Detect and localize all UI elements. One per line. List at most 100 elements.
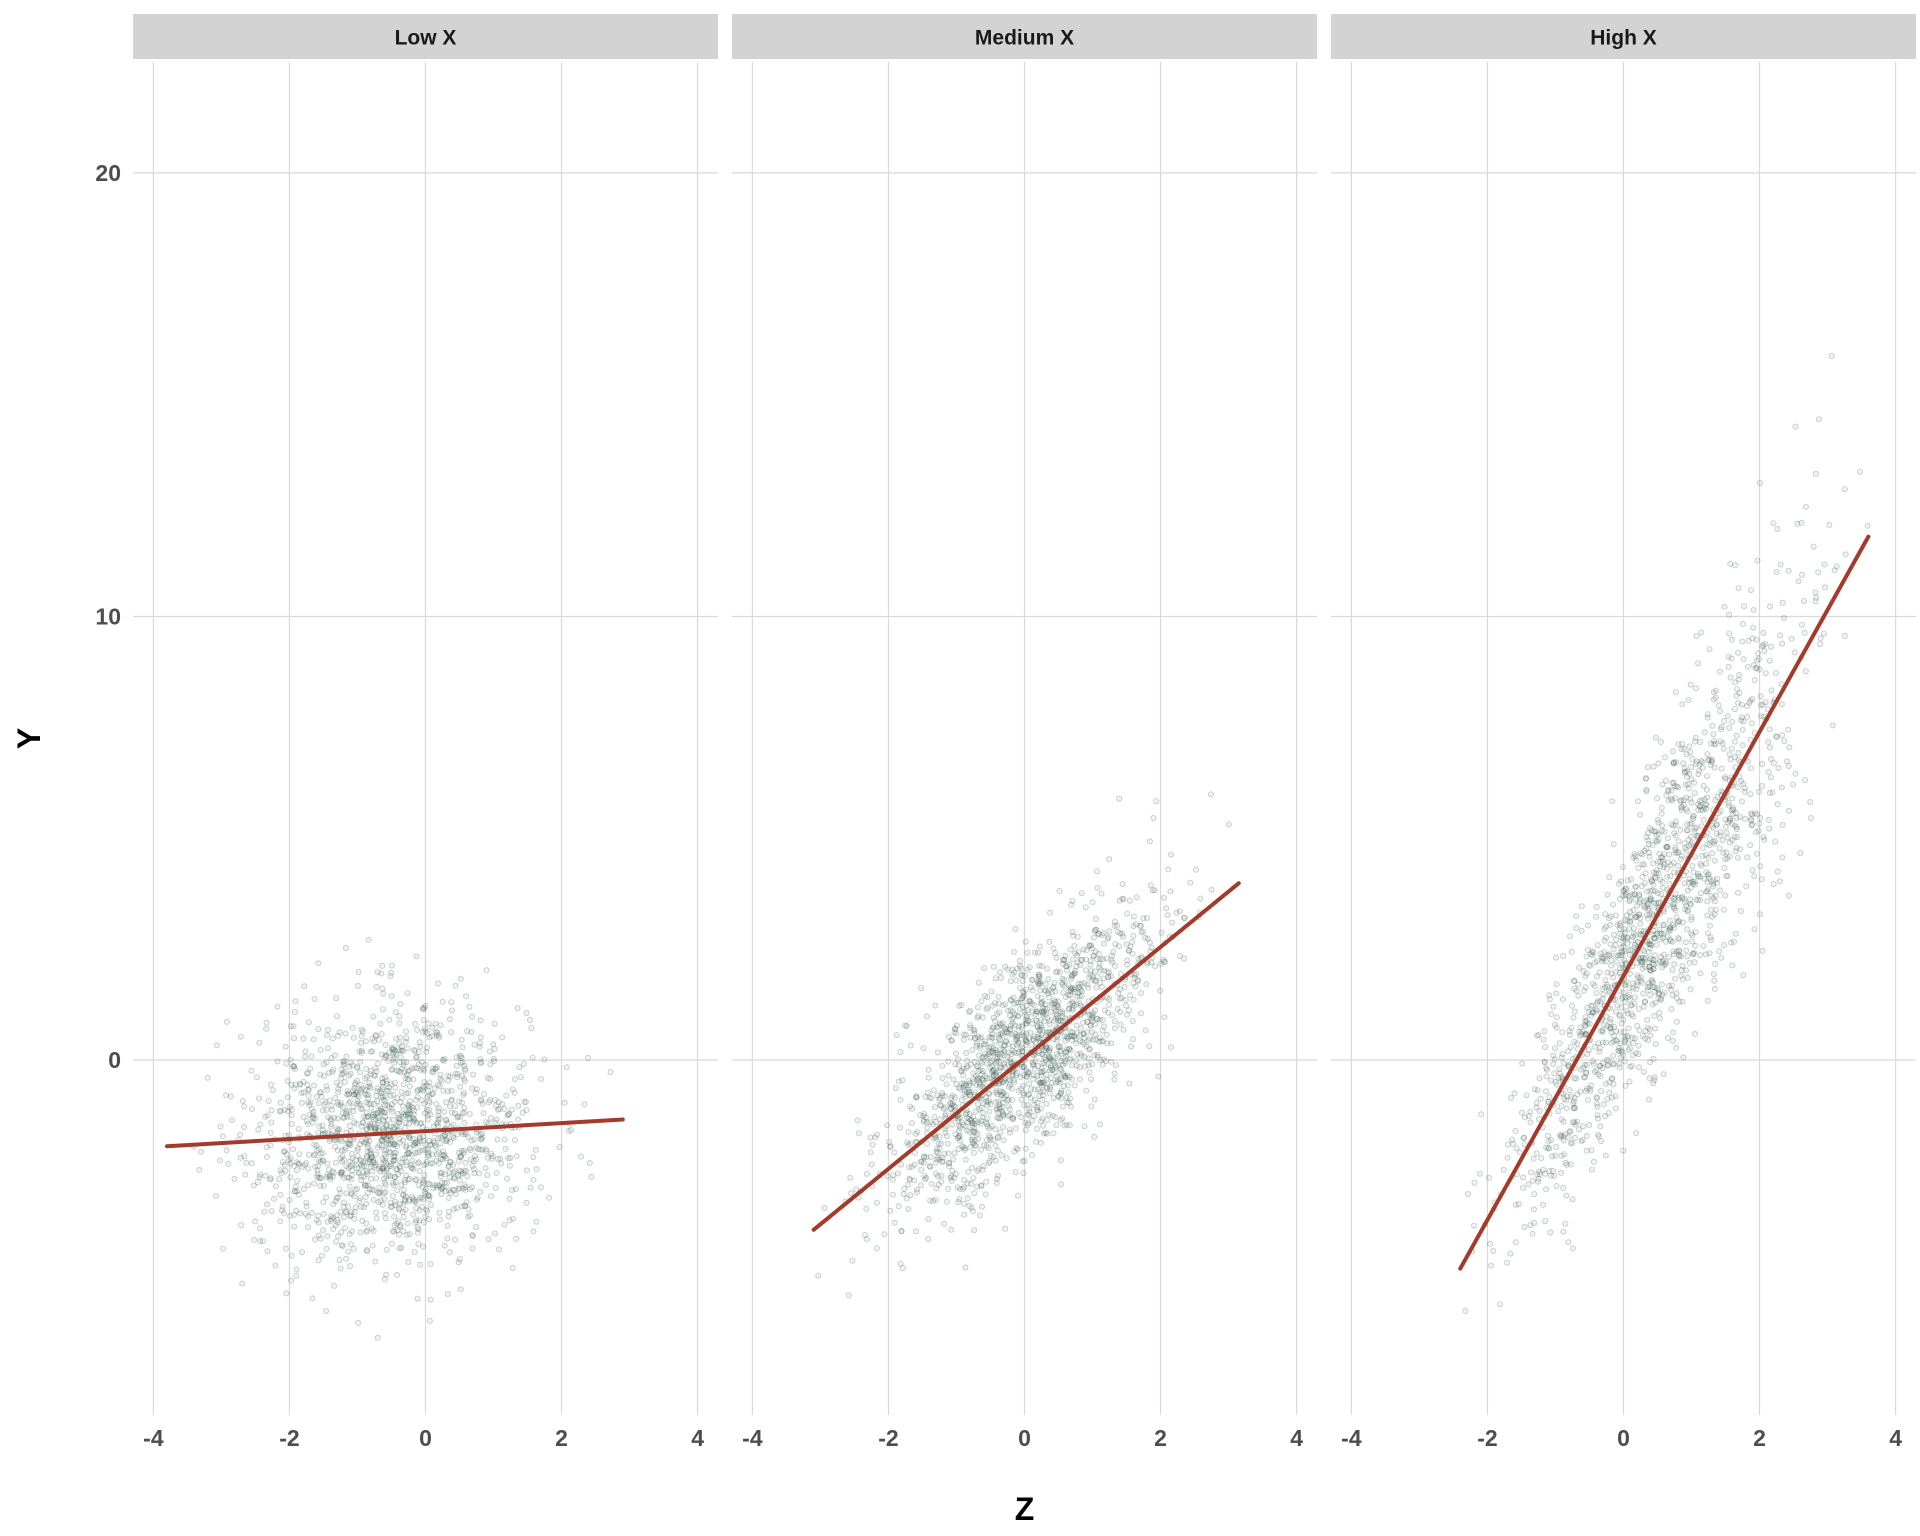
data-point: [395, 1231, 402, 1238]
data-point: [380, 1118, 387, 1125]
data-point: [1584, 1097, 1591, 1104]
data-point: [848, 1190, 855, 1197]
data-point: [1589, 952, 1596, 959]
data-point: [487, 1193, 494, 1200]
data-point: [962, 1111, 969, 1118]
data-point: [1566, 1087, 1573, 1094]
data-point: [197, 1148, 204, 1155]
data-point: [1067, 1028, 1074, 1035]
data-point: [425, 1180, 432, 1187]
data-point: [1551, 1070, 1558, 1077]
data-point: [1803, 503, 1810, 510]
data-point: [283, 1060, 290, 1067]
data-point: [1111, 1076, 1118, 1083]
data-point: [1187, 879, 1194, 886]
data-point: [1015, 1192, 1022, 1199]
data-point: [1570, 1098, 1577, 1105]
data-point: [422, 1110, 429, 1117]
data-point: [374, 1085, 381, 1092]
data-point: [1726, 724, 1733, 731]
data-point: [478, 1059, 485, 1066]
data-point: [1756, 820, 1763, 827]
data-point: [516, 1064, 523, 1071]
data-point: [336, 1029, 343, 1036]
data-point: [477, 1034, 484, 1041]
x-tick-label: 2: [1753, 1425, 1766, 1451]
data-point: [1023, 1030, 1030, 1037]
data-point: [1053, 1122, 1060, 1129]
data-point: [477, 1146, 484, 1153]
data-point: [504, 1175, 511, 1182]
data-point: [1534, 1087, 1541, 1094]
data-point: [216, 1157, 223, 1164]
data-point: [1558, 1169, 1565, 1176]
data-point: [374, 1189, 381, 1196]
data-point: [296, 1161, 303, 1168]
data-point: [257, 1171, 264, 1178]
data-point: [365, 1095, 372, 1102]
data-point: [315, 1026, 322, 1033]
data-point: [999, 1030, 1006, 1037]
data-point: [256, 1174, 263, 1181]
data-point: [444, 1291, 451, 1298]
data-point: [1703, 860, 1710, 867]
data-point: [911, 1161, 918, 1168]
y-axis-title: Y: [11, 728, 47, 749]
data-point: [267, 1176, 274, 1183]
data-point: [1583, 1147, 1590, 1154]
data-point: [921, 1118, 928, 1125]
data-point: [414, 1086, 421, 1093]
data-point: [1626, 925, 1633, 932]
data-point: [1017, 985, 1024, 992]
data-point: [1558, 1116, 1565, 1123]
data-point: [374, 1121, 381, 1128]
data-point: [465, 1134, 472, 1141]
data-point: [393, 1143, 400, 1150]
data-point: [1106, 928, 1113, 935]
data-point: [1663, 792, 1670, 799]
data-point: [1765, 739, 1772, 746]
data-point: [873, 1199, 880, 1206]
data-point: [388, 1240, 395, 1247]
data-point: [379, 1086, 386, 1093]
data-point: [483, 1119, 490, 1126]
data-point: [364, 1189, 371, 1196]
data-point: [317, 1182, 324, 1189]
data-point: [448, 1097, 455, 1104]
data-point: [399, 1094, 406, 1101]
data-point: [382, 1098, 389, 1105]
data-point: [433, 1144, 440, 1151]
data-point: [437, 1184, 444, 1191]
data-point: [1785, 892, 1792, 899]
data-point: [447, 1159, 454, 1166]
data-point: [956, 1196, 963, 1203]
data-point: [922, 1093, 929, 1100]
data-point: [1722, 823, 1729, 830]
data-point: [1022, 1145, 1029, 1152]
data-point: [1530, 1155, 1537, 1162]
data-point: [351, 1119, 358, 1126]
data-point: [1115, 990, 1122, 997]
data-point: [1716, 948, 1723, 955]
data-point: [300, 1035, 307, 1042]
data-point: [248, 1106, 255, 1113]
data-point: [1017, 1045, 1024, 1052]
data-point: [385, 1116, 392, 1123]
data-point: [383, 1135, 390, 1142]
data-point: [1688, 776, 1695, 783]
data-point: [1084, 981, 1091, 988]
data-point: [1573, 987, 1580, 994]
data-point: [1108, 1040, 1115, 1047]
data-point: [347, 1136, 354, 1143]
data-point: [425, 1106, 432, 1113]
data-point: [372, 1032, 379, 1039]
data-point: [1647, 887, 1654, 894]
data-point: [1567, 933, 1574, 940]
data-point: [1682, 939, 1689, 946]
data-point: [425, 1192, 432, 1199]
data-point: [1686, 743, 1693, 750]
data-point: [238, 1222, 245, 1229]
data-point: [438, 1186, 445, 1193]
data-point: [942, 1125, 949, 1132]
